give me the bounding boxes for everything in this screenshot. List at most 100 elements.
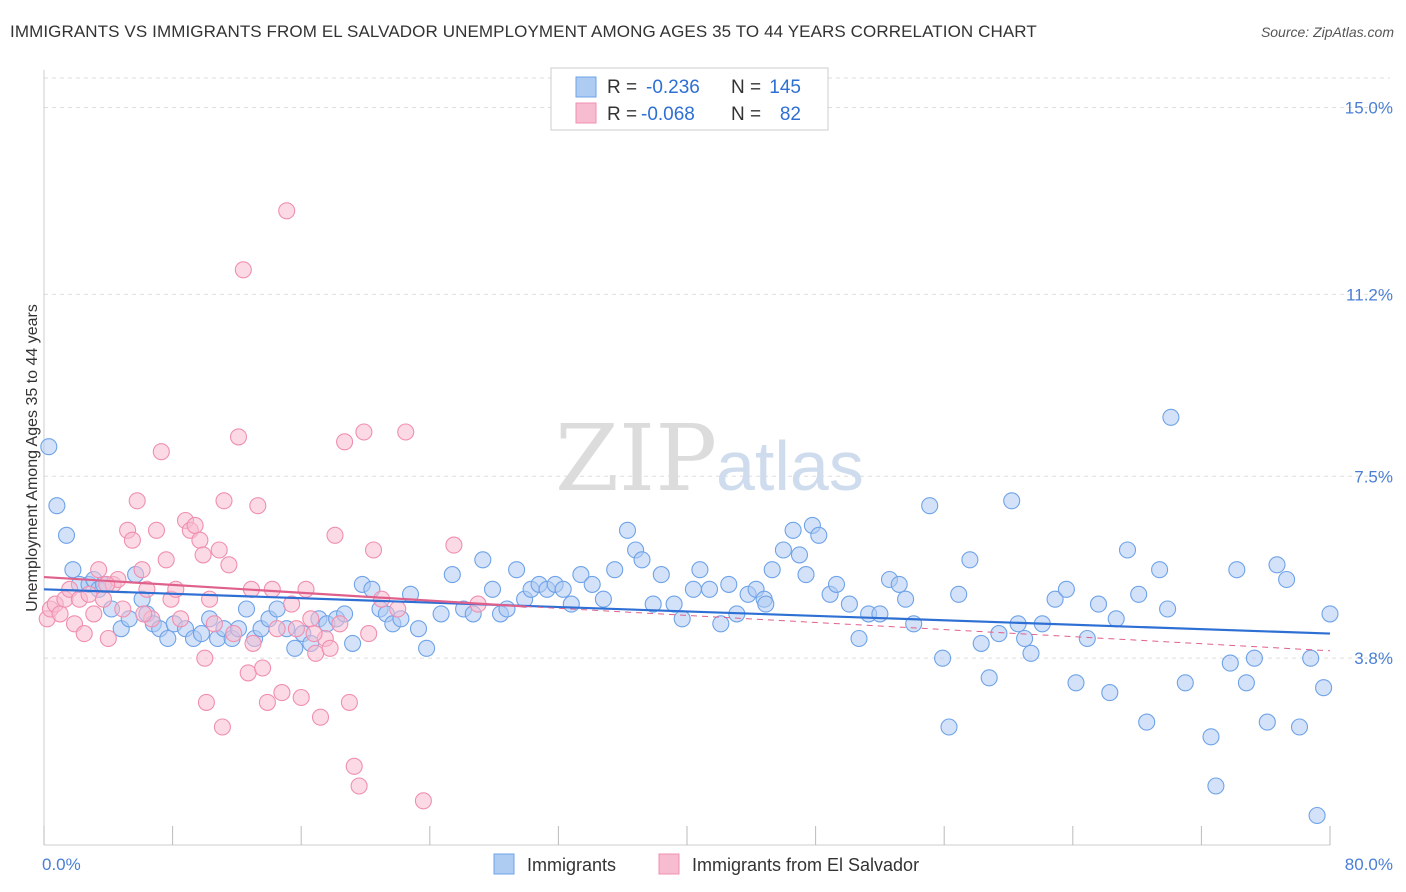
bottom-legend-label-el-salvador: Immigrants from El Salvador [692,855,919,875]
immigrants-point-76 [673,610,691,628]
el-salvador-point-64 [345,757,363,775]
immigrants-point-116 [1057,580,1075,598]
el-salvador-point-81 [305,625,323,643]
el-salvador-point-38 [220,556,238,574]
immigrants-point-90 [797,566,815,584]
immigrants-point-137 [1278,570,1296,589]
immigrants-point-67 [583,575,601,593]
data-points [38,202,1339,825]
el-salvador-point-71 [397,423,415,441]
el-salvador-point-66 [355,423,373,441]
el-salvador-point-57 [311,708,330,726]
immigrants-point-105 [940,718,958,736]
el-salvador-point-73 [445,536,463,554]
immigrants-point-1 [48,497,66,515]
immigrants-point-68 [594,590,612,608]
immigrants-point-95 [840,595,858,613]
immigrants-point-106 [950,585,968,603]
el-salvador-point-36 [210,541,228,559]
immigrants-point-27 [237,600,256,618]
axes [43,70,1331,846]
immigrants-point-122 [1118,541,1137,559]
y-tick-label-0: 3.8% [1354,649,1393,668]
el-salvador-point-69 [373,590,391,608]
el-salvador-point-78 [98,575,116,593]
immigrants-point-127 [1162,408,1180,426]
immigrants-point-132 [1228,561,1246,579]
immigrants-point-70 [618,521,637,539]
bottom-legend: Immigrants Immigrants from El Salvador [493,853,919,875]
el-salvador-point-53 [292,688,310,707]
immigrants-point-40 [344,634,362,652]
immigrants-point-73 [644,595,662,613]
watermark-atlas: atlas [716,427,864,505]
immigrants-point-74 [652,566,670,584]
immigrants-point-31 [268,600,286,618]
immigrants-point-123 [1130,585,1148,603]
immigrants-point-103 [921,497,939,515]
immigrants-point-69 [606,561,624,579]
el-salvador-trend-extension [526,606,1331,652]
el-salvador-point-60 [326,526,344,544]
el-salvador-point-65 [350,777,368,795]
el-salvador-point-76 [197,693,215,711]
immigrants-point-81 [720,575,738,593]
el-salvador-point-68 [364,541,383,559]
tick-labels: 3.8% 7.5% 11.2% 15.0% 0.0% 80.0% [42,99,1393,875]
el-salvador-point-31 [186,516,204,534]
immigrants-point-65 [562,595,580,613]
immigrants-point-48 [409,620,428,638]
el-salvador-point-47 [263,580,281,598]
immigrants-point-50 [432,605,450,623]
immigrants-point-124 [1138,713,1156,731]
legend-r-value-1: -0.236 [646,77,700,98]
legend-r-label-2: R = [607,104,637,125]
immigrants-point-110 [990,625,1008,643]
el-salvador-point-28 [172,610,190,628]
el-salvador-point-12 [94,590,113,608]
immigrants-point-49 [418,639,436,657]
immigrants-point-126 [1159,600,1177,618]
watermark-zip: ZIP [555,405,717,512]
immigrants-point-89 [790,546,809,564]
legend-swatch-immigrants [575,76,597,98]
y-tick-label-2: 11.2% [1346,285,1393,304]
immigrants-point-129 [1202,728,1220,746]
immigrants-point-133 [1237,674,1255,692]
el-salvador-point-11 [90,561,108,579]
bottom-legend-label-immigrants: Immigrants [527,855,616,875]
el-salvador-point-20 [133,561,151,579]
immigrants-point-87 [774,541,792,559]
immigrants-point-88 [784,521,802,539]
immigrants-point-108 [972,634,990,652]
el-salvador-point-61 [331,615,349,633]
immigrants-point-107 [961,551,979,569]
el-salvador-point-48 [268,620,286,638]
immigrants-point-75 [665,595,683,613]
immigrants-point-141 [1315,679,1333,697]
bottom-legend-swatch-immigrants [493,853,515,875]
el-salvador-point-63 [340,693,358,711]
el-salvador-point-18 [123,531,141,549]
legend-n-label-2: N = [731,104,761,125]
immigrants-point-104 [934,649,952,667]
el-salvador-point-37 [215,492,233,510]
el-salvador-point-9 [80,585,98,603]
immigrants-point-51 [443,566,461,584]
immigrants-point-121 [1107,610,1125,628]
immigrants-point-142 [1321,605,1339,623]
immigrants-point-54 [474,551,492,569]
immigrants-point-109 [980,669,998,687]
legend-n-value-2: 82 [780,104,801,125]
y-axis-title: Unemployment Among Ages 35 to 44 years [24,304,41,612]
el-salvador-point-55 [302,610,320,628]
immigrants-point-72 [633,551,651,569]
legend-n-value-1: 145 [769,77,801,98]
immigrants-point-111 [1003,492,1021,510]
el-salvador-point-39 [225,625,243,643]
el-salvador-point-13 [99,629,117,648]
immigrants-point-138 [1290,718,1309,736]
immigrants-point-135 [1258,713,1276,731]
y-tick-label-3: 15.0% [1345,99,1393,118]
